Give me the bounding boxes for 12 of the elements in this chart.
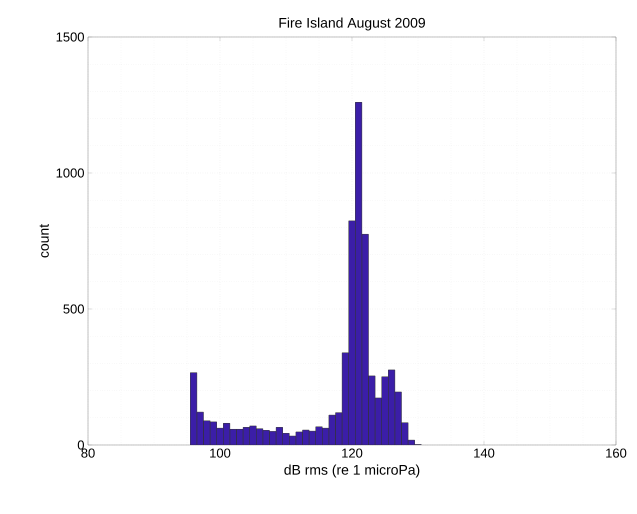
y-tick-label: 0 — [78, 440, 84, 450]
y-tick-label: 1500 — [56, 32, 84, 42]
y-tick-label: 500 — [63, 304, 84, 314]
x-tick-label: 120 — [342, 448, 362, 458]
y-tick-label: 1000 — [56, 168, 84, 178]
x-tick-label: 100 — [210, 448, 230, 458]
chart-title: Fire Island August 2009 — [279, 17, 425, 30]
x-tick-label: 160 — [606, 448, 626, 458]
y-axis-title: count — [40, 224, 49, 258]
x-tick-label: 80 — [81, 448, 95, 458]
x-axis-title: dB rms (re 1 microPa) — [284, 464, 420, 478]
x-tick-label: 140 — [474, 448, 494, 458]
